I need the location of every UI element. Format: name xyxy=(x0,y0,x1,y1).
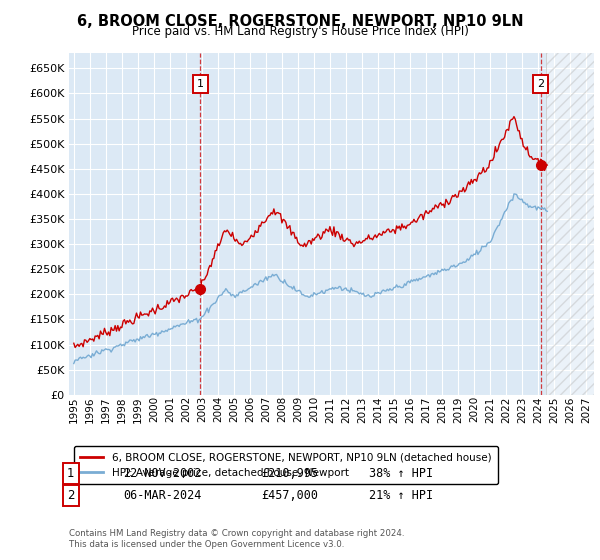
Text: 21% ↑ HPI: 21% ↑ HPI xyxy=(369,489,433,502)
Text: 1: 1 xyxy=(197,79,204,89)
Text: £457,000: £457,000 xyxy=(261,489,318,502)
Legend: 6, BROOM CLOSE, ROGERSTONE, NEWPORT, NP10 9LN (detached house), HPI: Average pri: 6, BROOM CLOSE, ROGERSTONE, NEWPORT, NP1… xyxy=(74,446,497,484)
Text: 1: 1 xyxy=(67,466,74,480)
Text: 22-NOV-2002: 22-NOV-2002 xyxy=(123,466,202,480)
Text: £210,995: £210,995 xyxy=(261,466,318,480)
Bar xyxy=(546,53,594,395)
Text: 6, BROOM CLOSE, ROGERSTONE, NEWPORT, NP10 9LN: 6, BROOM CLOSE, ROGERSTONE, NEWPORT, NP1… xyxy=(77,14,523,29)
Text: 2: 2 xyxy=(537,79,544,89)
Text: Contains HM Land Registry data © Crown copyright and database right 2024.
This d: Contains HM Land Registry data © Crown c… xyxy=(69,529,404,549)
Text: 06-MAR-2024: 06-MAR-2024 xyxy=(123,489,202,502)
Text: Price paid vs. HM Land Registry's House Price Index (HPI): Price paid vs. HM Land Registry's House … xyxy=(131,25,469,38)
Text: 2: 2 xyxy=(67,489,74,502)
Text: 38% ↑ HPI: 38% ↑ HPI xyxy=(369,466,433,480)
